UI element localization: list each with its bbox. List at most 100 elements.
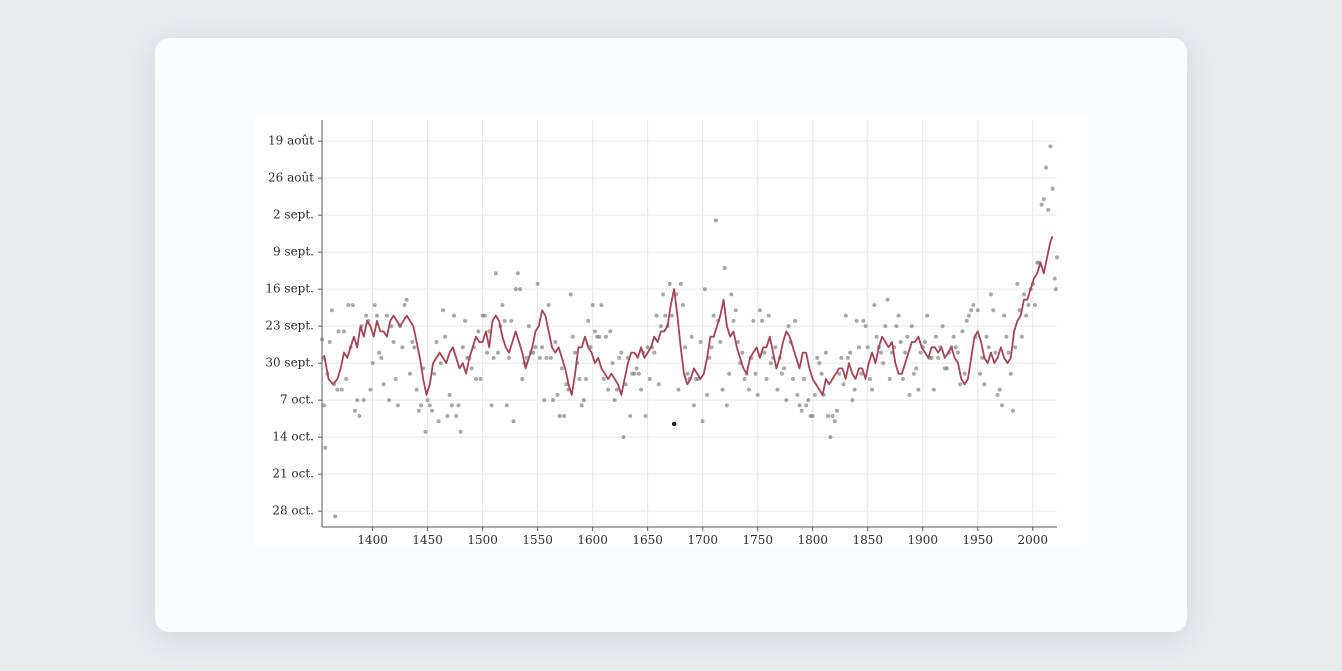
data-point (936, 355, 941, 360)
data-point (817, 361, 822, 366)
data-point (865, 345, 870, 350)
data-point (782, 366, 787, 371)
data-point (929, 355, 934, 360)
y-tick-label: 23 sept. (265, 319, 314, 333)
data-point (568, 292, 573, 297)
data-point (364, 313, 369, 318)
data-point (619, 350, 624, 355)
data-point (1019, 334, 1024, 339)
y-axis-ticks: 19 août 26 août 2 sept. 9 sept. 16 sept. 23 s… (265, 134, 322, 518)
data-point (599, 303, 604, 307)
data-point (597, 334, 602, 339)
data-point (555, 392, 560, 397)
data-point (907, 392, 912, 397)
data-point (922, 340, 927, 344)
data-point (722, 266, 727, 270)
data-point (828, 435, 833, 440)
data-point (548, 355, 553, 360)
data-point (515, 271, 520, 276)
data-point (482, 313, 487, 318)
data-point (404, 297, 409, 302)
data-point (790, 377, 795, 381)
data-point (916, 387, 921, 392)
data-point (445, 414, 450, 418)
data-point (720, 387, 725, 392)
data-point (663, 313, 668, 318)
data-point (1048, 144, 1053, 149)
data-point (370, 361, 375, 366)
data-point (502, 318, 507, 323)
data-point (592, 329, 597, 334)
x-tick-label: 1400 (357, 533, 388, 545)
x-tick-label: 1650 (632, 533, 663, 545)
data-point (773, 345, 778, 350)
data-point (524, 355, 529, 360)
data-point (350, 303, 355, 307)
data-point (327, 340, 332, 344)
data-point (434, 340, 439, 344)
data-point (452, 313, 457, 318)
data-point (718, 340, 723, 344)
y-tick-label: 19 août (268, 134, 314, 148)
y-tick-label: 30 sept. (265, 356, 314, 370)
data-point (573, 350, 578, 355)
y-tick-label: 16 sept. (265, 282, 314, 296)
data-point (870, 387, 875, 392)
data-point (775, 387, 780, 392)
data-point (557, 414, 562, 418)
data-point (577, 377, 582, 381)
data-point (1002, 313, 1007, 318)
data-point (323, 445, 328, 450)
data-point (918, 350, 923, 355)
data-point (570, 334, 575, 339)
data-point (685, 371, 690, 376)
data-point (336, 329, 341, 334)
data-point (643, 414, 648, 418)
data-point (1046, 207, 1051, 212)
data-point (848, 350, 853, 355)
data-point (447, 392, 452, 397)
data-point (551, 398, 556, 403)
data-point (727, 371, 732, 376)
data-point (729, 292, 734, 297)
data-point (909, 324, 914, 329)
data-point (355, 398, 360, 403)
x-tick-label: 2000 (1018, 533, 1049, 545)
data-point (427, 403, 432, 408)
data-point (931, 387, 936, 392)
data-point (874, 334, 879, 339)
data-point (511, 419, 516, 424)
data-point (357, 414, 362, 418)
data-point (603, 334, 608, 339)
data-point (590, 303, 595, 307)
data-point (460, 345, 465, 350)
data-point (883, 324, 888, 329)
data-point (617, 355, 622, 360)
data-point (610, 361, 615, 366)
data-point (975, 308, 980, 313)
data-point (504, 403, 509, 408)
x-tick-label: 1700 (687, 533, 718, 545)
data-point (531, 350, 536, 355)
grid-lines (322, 120, 1057, 527)
data-point (764, 377, 769, 381)
data-point (951, 334, 956, 339)
data-point (955, 350, 960, 355)
data-point (977, 371, 982, 376)
data-point (834, 408, 839, 413)
data-point (830, 414, 835, 418)
data-point (601, 377, 606, 381)
data-point (1010, 408, 1015, 413)
data-point (377, 350, 382, 355)
data-point (676, 387, 681, 392)
data-point (393, 377, 398, 381)
data-point (914, 366, 919, 371)
data-point (806, 398, 811, 403)
data-point (793, 318, 798, 323)
data-point (419, 403, 424, 408)
data-point (1013, 345, 1018, 350)
data-point (553, 340, 558, 344)
data-point (632, 371, 637, 376)
data-point (1015, 281, 1020, 286)
data-point (500, 303, 505, 307)
